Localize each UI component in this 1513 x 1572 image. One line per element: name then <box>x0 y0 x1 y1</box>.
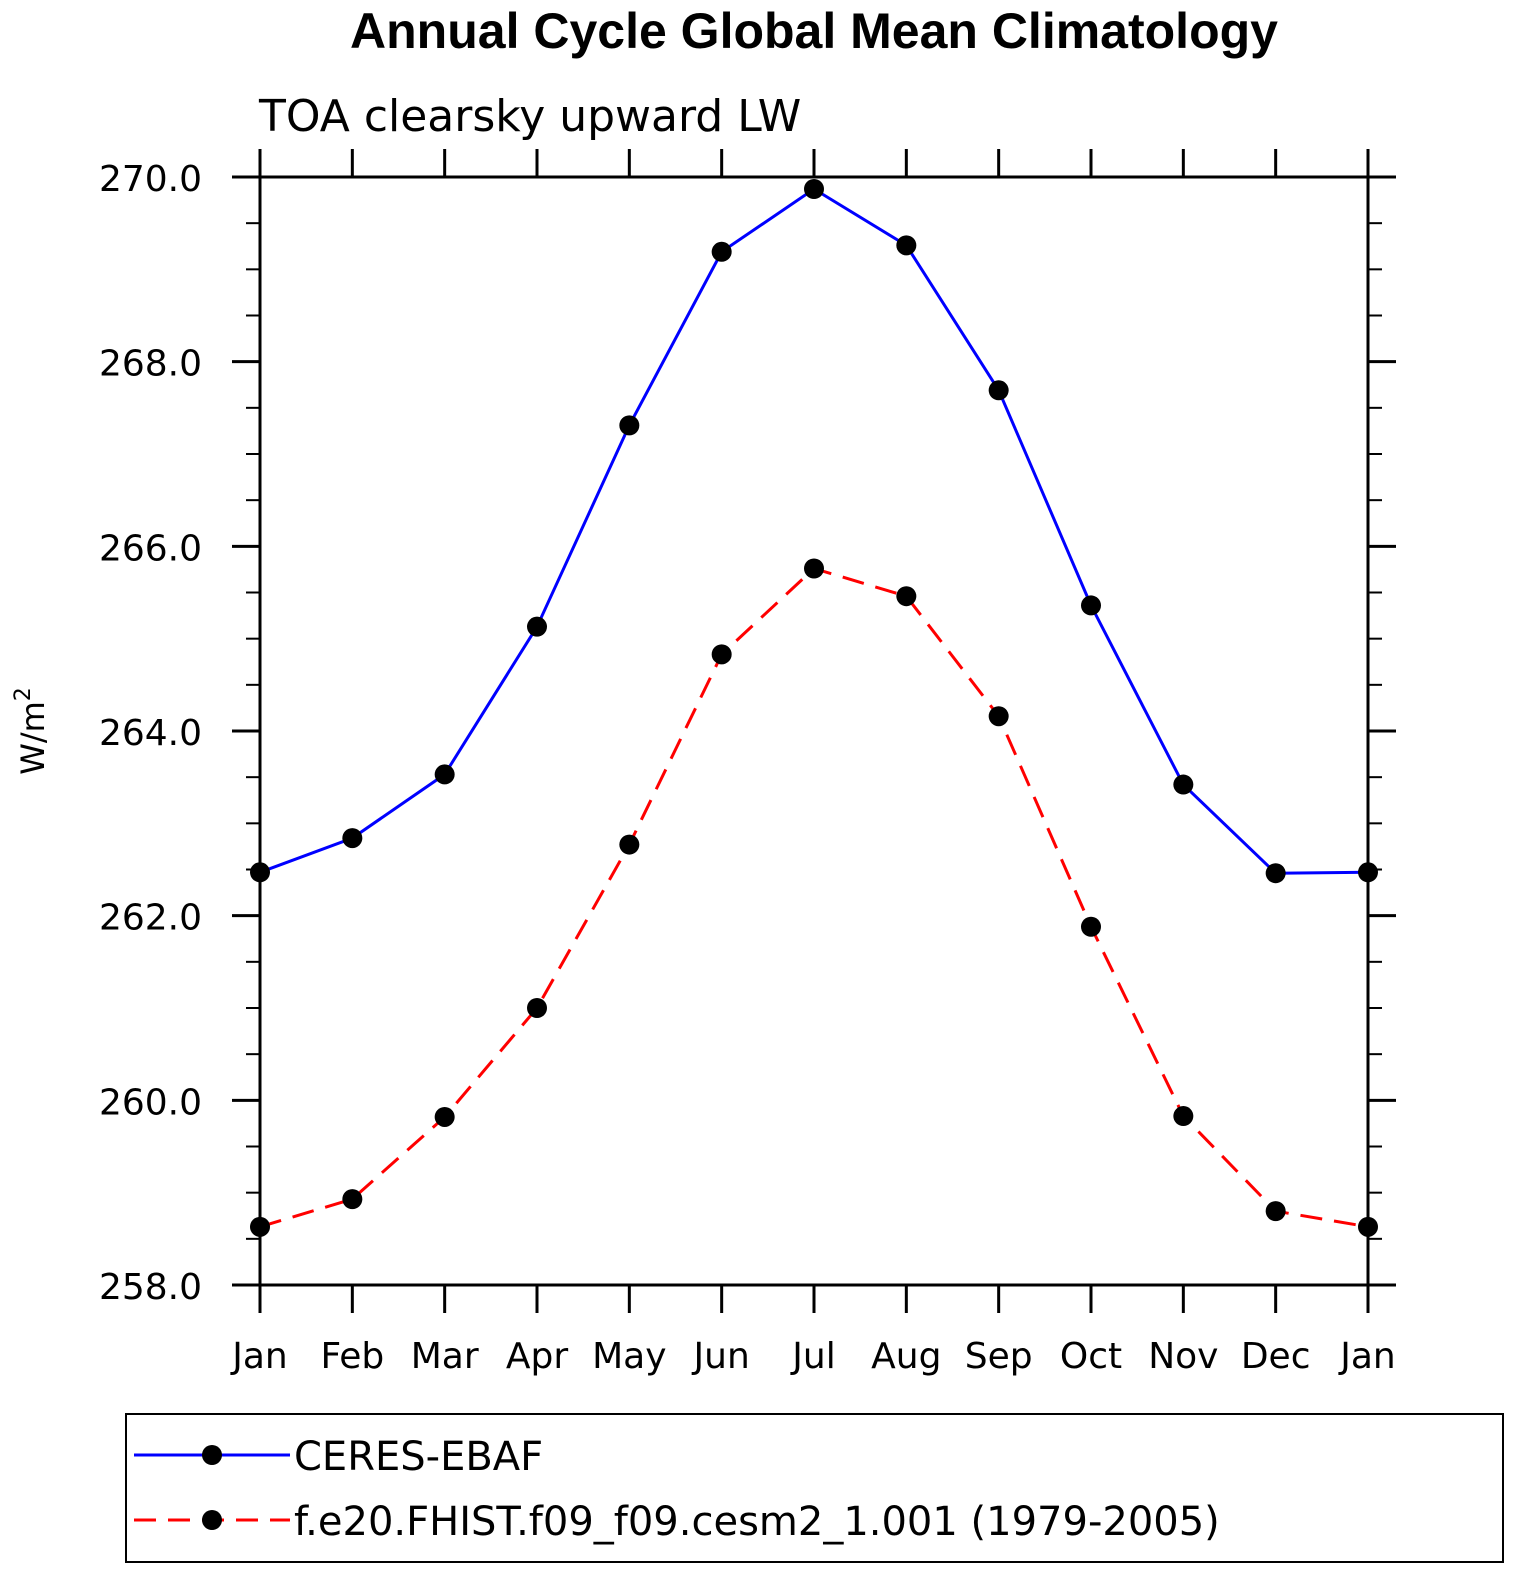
y-tick-label: 266.0 <box>99 528 202 569</box>
x-tick-label: Jul <box>790 1336 835 1377</box>
x-tick-label: Nov <box>1148 1336 1218 1377</box>
y-tick-label: 258.0 <box>99 1267 202 1308</box>
data-point-series-2 <box>619 834 640 855</box>
y-axis-label-superscript: 2 <box>11 687 36 701</box>
data-point-series-2 <box>250 1216 270 1237</box>
svg-text:W/m2: W/m2 <box>11 687 52 775</box>
legend-marker-series-2 <box>202 1510 222 1530</box>
y-tick-label: 262.0 <box>99 898 202 939</box>
x-tick-label: May <box>592 1336 666 1377</box>
data-point-series-1 <box>711 241 732 262</box>
series-line-2 <box>259 566 1369 1229</box>
data-point-series-2 <box>711 644 732 665</box>
data-point-series-1 <box>1173 774 1194 795</box>
x-tick-label: Jan <box>1338 1336 1396 1377</box>
data-point-series-1 <box>434 764 455 785</box>
data-point-series-1 <box>896 235 917 256</box>
y-tick-label: 270.0 <box>99 159 202 200</box>
x-tick-label: Dec <box>1241 1336 1311 1377</box>
legend-label-series-1: CERES-EBAF <box>294 1434 543 1480</box>
y-tick-label: 268.0 <box>99 344 202 385</box>
chart-title: Annual Cycle Global Mean Climatology <box>350 3 1278 59</box>
axes: Jan Feb Mar Apr May Jun Jul Aug Sep Oct Nov Dec Jan 2… <box>99 149 1396 1377</box>
data-point-series-2 <box>804 558 824 579</box>
data-point-series-2 <box>896 586 917 607</box>
legend-box <box>125 1413 1504 1563</box>
y-axis-label: W/m2 <box>11 687 52 775</box>
series-layer <box>250 179 1378 1237</box>
plot-frame <box>258 175 1370 1287</box>
legend-marker-series-1 <box>202 1445 222 1465</box>
x-tick-label: Oct <box>1060 1336 1122 1377</box>
data-point-series-1 <box>342 828 363 849</box>
legend: CERES-EBAF f.e20.FHIST.f09_f09.cesm2_1.0… <box>125 1413 1504 1563</box>
x-tick-label: Jan <box>230 1336 288 1377</box>
y-axis-label-text: W/m <box>14 701 52 775</box>
chart-subtitle: TOA clearsky upward LW <box>258 91 801 142</box>
data-point-series-2 <box>1081 916 1101 937</box>
legend-label-series-2: f.e20.FHIST.f09_f09.cesm2_1.001 (1979-20… <box>294 1499 1220 1545</box>
data-point-series-2 <box>342 1189 363 1210</box>
data-point-series-2 <box>434 1106 455 1127</box>
x-tick-label: Apr <box>506 1336 568 1377</box>
x-tick-label: Sep <box>965 1336 1033 1377</box>
data-point-series-2 <box>1265 1201 1286 1222</box>
data-point-series-1 <box>1358 862 1378 883</box>
series-line-1 <box>259 187 1369 875</box>
x-tick-label: Aug <box>871 1336 941 1377</box>
y-tick-label: 264.0 <box>99 713 202 754</box>
y-tick-label: 260.0 <box>99 1082 202 1123</box>
data-point-series-2 <box>988 706 1009 727</box>
x-tick-label: Jun <box>692 1336 750 1377</box>
data-point-series-2 <box>1358 1216 1378 1237</box>
data-point-series-2 <box>1173 1106 1194 1127</box>
data-point-series-1 <box>527 616 547 637</box>
data-point-series-1 <box>250 862 270 883</box>
data-point-series-1 <box>1081 595 1101 616</box>
data-point-series-2 <box>527 998 547 1018</box>
data-point-series-1 <box>1265 863 1286 884</box>
data-point-series-1 <box>988 380 1009 401</box>
data-point-series-1 <box>804 179 824 200</box>
x-tick-label: Feb <box>320 1336 384 1377</box>
data-point-series-1 <box>619 415 640 436</box>
x-tick-label: Mar <box>411 1336 479 1377</box>
